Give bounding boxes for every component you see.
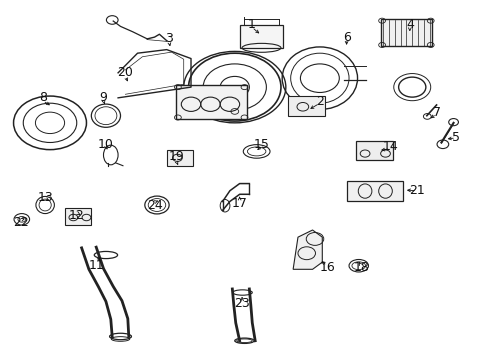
Text: 4: 4 [405,18,413,31]
Text: 2: 2 [315,95,323,108]
Text: 22: 22 [13,216,29,229]
Text: 20: 20 [117,66,133,79]
Polygon shape [292,230,322,269]
Text: 15: 15 [253,138,269,151]
Text: 18: 18 [352,261,368,274]
Text: 23: 23 [234,297,249,310]
Text: 16: 16 [319,261,334,274]
Text: 7: 7 [432,105,440,119]
Text: 14: 14 [382,140,397,153]
Text: 12: 12 [69,209,84,222]
Text: 6: 6 [342,31,350,44]
Text: 10: 10 [98,138,114,151]
Text: 5: 5 [451,131,459,144]
Text: 9: 9 [100,91,107,104]
Text: 1: 1 [247,18,255,31]
Text: 11: 11 [88,259,104,272]
Bar [166,150,193,166]
Text: 19: 19 [168,150,184,163]
Text: 24: 24 [146,198,162,212]
Text: 21: 21 [408,184,424,197]
Bar [356,141,392,160]
Bar [64,207,91,225]
Bar [346,181,402,202]
Bar [287,96,324,116]
Text: 3: 3 [165,32,173,45]
Bar [239,24,283,48]
Text: 8: 8 [39,91,47,104]
Bar [380,19,431,46]
Text: 13: 13 [37,192,53,204]
Text: 17: 17 [231,197,247,210]
Bar [176,85,246,119]
